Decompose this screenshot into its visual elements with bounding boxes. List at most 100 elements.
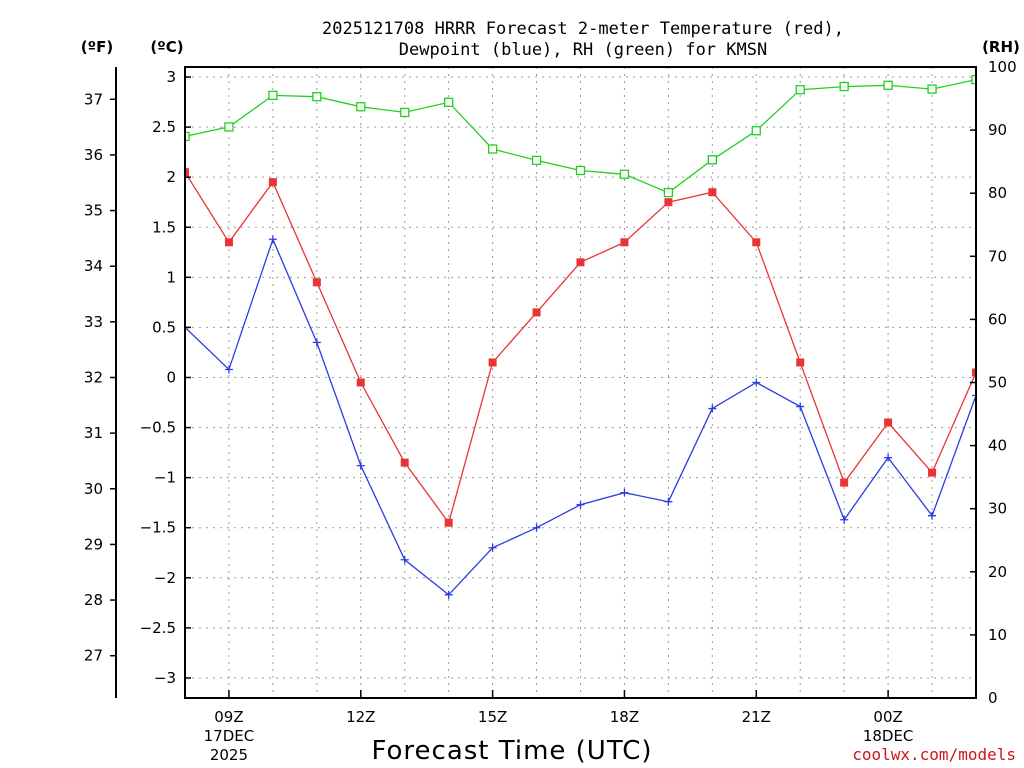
fahrenheit-tick-label: 36 [84, 146, 103, 164]
rh-point [839, 81, 849, 92]
rh-point [444, 97, 454, 107]
dewpoint-point [576, 500, 585, 509]
axis-ticks: 3 2.5 2 1.5 1 0.5 0 −0.5 −1 −1.5 −2 −2.5 −3 37 36 35 34 3… [84, 58, 1017, 764]
celsius-tick-label: 0 [166, 368, 176, 386]
rh-point [927, 84, 937, 94]
x-tick-label: 21Z [742, 708, 771, 726]
fahrenheit-tick-label: 35 [84, 202, 103, 220]
temperature-point [752, 238, 761, 247]
dewpoint-point [400, 555, 409, 564]
temperature-point [444, 518, 453, 527]
rh-point [224, 122, 234, 132]
temperature-point [532, 308, 541, 317]
dewpoint-point [708, 404, 717, 413]
rh-tick-label: 60 [988, 310, 1007, 328]
fahrenheit-tick-label: 31 [84, 424, 103, 442]
celsius-tick-label: 2.5 [152, 118, 176, 136]
celsius-tick-label: 1.5 [152, 218, 176, 236]
x-tick-label: 00Z [873, 708, 902, 726]
rh-point [971, 74, 976, 85]
fahrenheit-tick-label: 34 [84, 257, 103, 275]
temperature-point [312, 278, 321, 287]
temperature-point [268, 178, 277, 187]
celsius-tick-label: −2.5 [140, 619, 176, 637]
x-axis-label: Forecast Time (UTC) [371, 736, 652, 766]
rh-point [400, 107, 410, 118]
temperature-point [576, 258, 585, 267]
x-tick-date-label: 17DEC [204, 727, 255, 745]
dewpoint-point [312, 338, 321, 347]
fahrenheit-tick-label: 27 [84, 647, 103, 665]
temperature-point [400, 458, 409, 467]
rh-point [531, 155, 542, 166]
dewpoint-point [268, 235, 277, 244]
rh-tick-label: 20 [988, 563, 1007, 581]
dewpoint-point [224, 365, 233, 374]
x-tick-label: 12Z [346, 708, 375, 726]
temperature-point [972, 368, 976, 377]
rh-tick-label: 0 [988, 689, 998, 707]
series-dewpoint [185, 235, 976, 599]
temperature-point [884, 418, 893, 427]
chart-title-line2: Dewpoint (blue), RH (green) for KMSN [399, 40, 767, 60]
celsius-tick-label: 0.5 [152, 318, 176, 336]
temperature-point [840, 478, 849, 487]
series-rh [185, 74, 976, 198]
rh-point [487, 144, 498, 154]
rh-point [663, 187, 674, 198]
dewpoint-point [488, 543, 497, 552]
fahrenheit-tick-label: 33 [84, 313, 103, 331]
dewpoint-point [972, 391, 976, 400]
rh-point [795, 85, 805, 95]
celsius-tick-label: −1.5 [140, 519, 176, 537]
celsius-tick-label: −2 [154, 569, 176, 587]
credit-text: coolwx.com/models [852, 745, 1016, 764]
fahrenheit-tick-label: 29 [84, 535, 103, 553]
rh-point [883, 80, 893, 90]
rh-tick-label: 100 [988, 58, 1017, 76]
x-tick-label: 09Z [214, 708, 243, 726]
temperature-point [224, 238, 233, 247]
dewpoint-point [664, 497, 673, 506]
series-layer [185, 74, 976, 599]
celsius-tick-label: −1 [154, 469, 176, 487]
rh-tick-label: 70 [988, 247, 1007, 265]
rh-point [356, 102, 366, 112]
rh-point [575, 165, 586, 176]
dewpoint-point [840, 515, 849, 524]
chart-title-line1: 2025121708 HRRR Forecast 2-meter Tempera… [322, 19, 844, 39]
rh-tick-label: 40 [988, 437, 1007, 455]
celsius-tick-label: 2 [166, 168, 176, 186]
rh-tick-label: 30 [988, 500, 1007, 518]
celsius-tick-label: 1 [166, 268, 176, 286]
dewpoint-point [884, 453, 893, 462]
rh-point [619, 169, 630, 179]
dewpoint-point [356, 461, 365, 470]
temperature-point [708, 188, 717, 197]
series-temperature [185, 168, 976, 527]
temperature-point [488, 358, 497, 367]
temperature-point [185, 168, 189, 177]
celsius-tick-label: 3 [166, 68, 176, 86]
temperature-point [928, 468, 937, 477]
fahrenheit-tick-label: 37 [84, 90, 103, 108]
rh-point [185, 131, 190, 142]
rh-point [751, 126, 761, 136]
x-tick-date-label: 18DEC [863, 727, 914, 745]
rh-unit-label: (RH) [982, 38, 1020, 56]
dewpoint-point [444, 590, 453, 599]
x-tick-year-label: 2025 [210, 746, 248, 764]
fahrenheit-tick-label: 28 [84, 591, 103, 609]
dewpoint-point [796, 402, 805, 411]
rh-tick-label: 80 [988, 184, 1007, 202]
x-tick-label: 18Z [610, 708, 639, 726]
rh-tick-label: 90 [988, 121, 1007, 139]
rh-point [268, 90, 278, 101]
temperature-point [664, 198, 673, 207]
fahrenheit-tick-label: 32 [84, 368, 103, 386]
rh-point [312, 92, 322, 102]
dewpoint-point [532, 523, 541, 532]
rh-point [707, 155, 717, 165]
